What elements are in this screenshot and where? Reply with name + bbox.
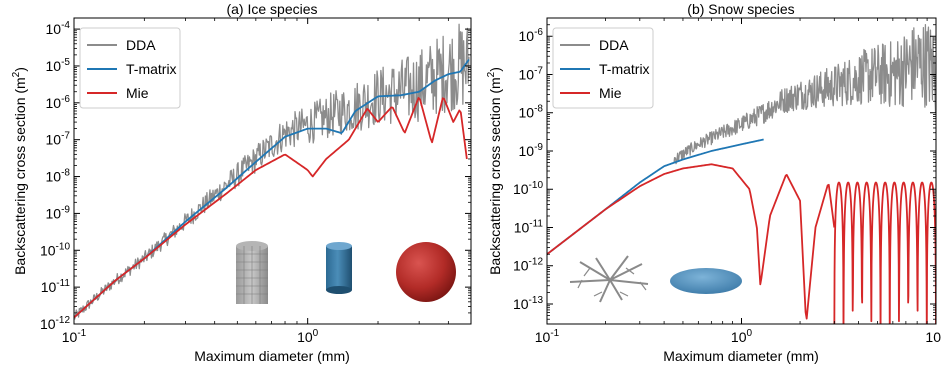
y-tick-label: 10-4 [46, 20, 71, 37]
plot-frame [73, 17, 472, 325]
y-tick-label: 10-7 [46, 131, 71, 148]
legend-label-tmatrix: T-matrix [599, 61, 650, 77]
y-tick-label: 10-5 [46, 57, 71, 74]
y-tick-label: 10-12 [513, 257, 543, 274]
y-tick-label: 10-11 [41, 278, 71, 295]
y-tick-label: 10-10 [513, 180, 543, 197]
x-axis-label: Maximum diameter (mm) [663, 348, 819, 364]
y-axis-label: Backscattering cross section (m2) [11, 67, 28, 275]
shape-insets [236, 241, 456, 304]
y-axis-label: Backscattering cross section (m2) [486, 67, 503, 275]
legend: DDA T-matrix Mie [552, 27, 654, 109]
x-tick-label: 101 [925, 328, 941, 345]
y-tick-label: 10-9 [46, 204, 71, 221]
sphere-icon [396, 242, 456, 302]
panel-snow-species: (b) Snow species 10-1 100 101 10-13 10-12 10-… [486, 1, 941, 364]
y-tick-label: 10-7 [519, 65, 544, 82]
shape-insets [569, 255, 742, 303]
legend-label-dda: DDA [599, 37, 629, 53]
series-line-mie-tail [833, 181, 936, 324]
y-tick-label: 10-10 [40, 241, 70, 258]
x-axis-label: Maximum diameter (mm) [194, 348, 350, 364]
y-axis-label-close: ) [12, 67, 28, 72]
legend-label-dda: DDA [126, 37, 156, 53]
y-tick-label: 10-13 [513, 295, 543, 312]
x-tick-label: 100 [731, 328, 753, 345]
y-tick-label: 10-11 [514, 218, 544, 235]
legend-label-tmatrix: T-matrix [126, 61, 177, 77]
y-tick-label: 10-6 [46, 94, 71, 111]
series-line-mie [74, 97, 468, 319]
legend: DDA T-matrix Mie [79, 27, 181, 109]
chart-title: (b) Snow species [687, 1, 794, 17]
y-tick-label: 10-8 [519, 104, 544, 121]
oblate-spheroid-icon [670, 268, 742, 294]
x-tick-label: 100 [297, 328, 319, 345]
legend-label-mie: Mie [599, 85, 622, 101]
chart-title: (a) Ice species [226, 1, 317, 17]
y-tick-label: 10-8 [46, 168, 71, 185]
cylinder-icon [326, 242, 352, 294]
y-tick-label: 10-9 [519, 142, 544, 159]
hexagonal-column-dda-icon [236, 241, 268, 304]
y-tick-label: 10-12 [40, 315, 70, 332]
x-tick-label: 10-1 [62, 328, 87, 345]
y-axis-label-close: ) [487, 67, 503, 72]
y-axis-label-sup: 2 [11, 71, 22, 77]
y-axis-label-text: Backscattering cross section (m [12, 77, 28, 275]
series-line-mie [547, 163, 836, 320]
panel-ice-species: (a) Ice species 10-1 100 10-12 10-11 10-10 10… [11, 1, 472, 364]
y-axis-label-text: Backscattering cross section (m [487, 77, 503, 275]
legend-label-mie: Mie [126, 85, 149, 101]
dendrite-aggregate-icon [569, 255, 649, 303]
y-axis-label-sup: 2 [486, 71, 497, 77]
series-line-t-matrix [547, 138, 764, 255]
y-tick-label: 10-6 [519, 27, 544, 44]
series-line-dda [673, 23, 936, 165]
x-tick-label: 10-1 [535, 328, 560, 345]
